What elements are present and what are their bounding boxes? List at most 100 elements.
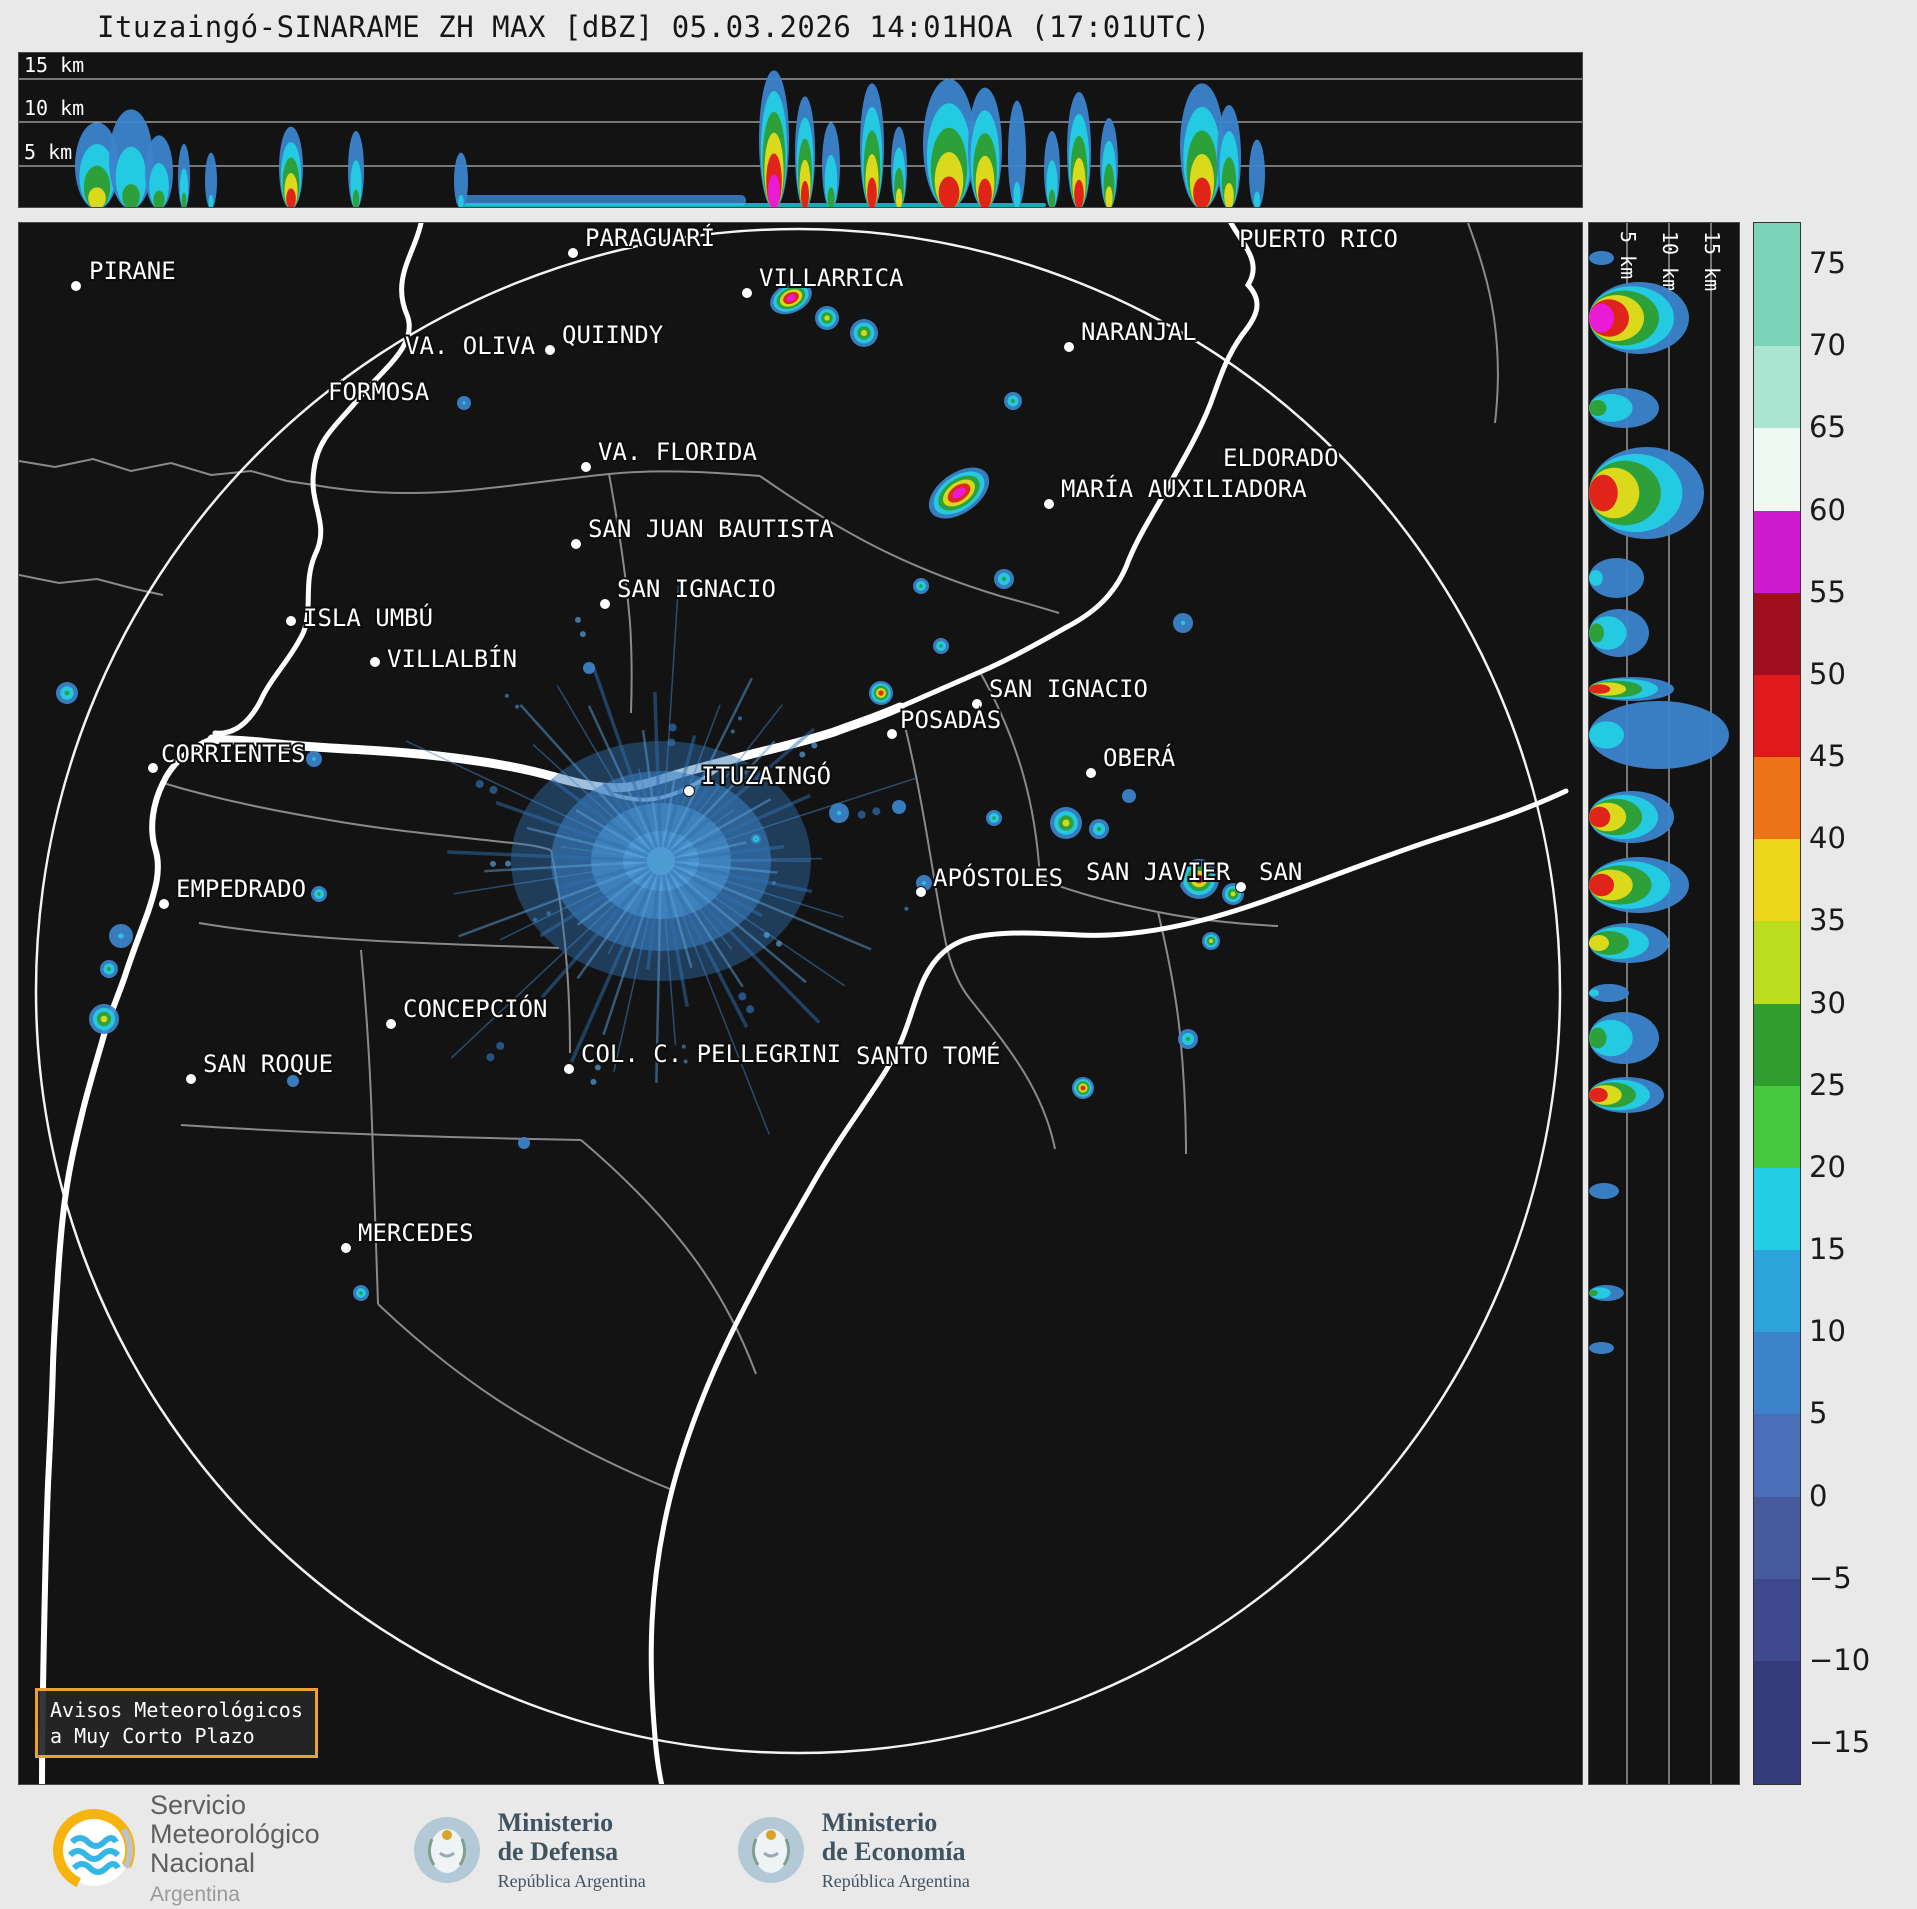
clutter-streak [674, 864, 844, 918]
river [897, 223, 1260, 710]
graphic [892, 800, 906, 814]
xs-storm-cell [348, 131, 364, 207]
city-label: APÓSTOLES [933, 862, 1063, 892]
city-dot [599, 598, 611, 610]
clutter-dot [574, 616, 581, 623]
graphic [312, 757, 316, 761]
storm-cell [1050, 807, 1082, 839]
city-dot [563, 1063, 575, 1075]
colorbar-tick-label: 70 [1809, 328, 1846, 363]
admin-border [162, 782, 552, 851]
graphic [100, 1015, 108, 1023]
city-label: CORRIENTES [161, 740, 306, 768]
city-label: EMPEDRADO [176, 875, 306, 903]
graphic [1253, 191, 1261, 207]
graphic [827, 187, 835, 207]
colorbar-segment [1754, 1167, 1800, 1251]
colorbar-segment [1754, 1085, 1800, 1169]
colorbar-segment [1754, 921, 1800, 1005]
clutter-streak [540, 870, 654, 999]
xs-storm-cell [279, 126, 303, 207]
smn-logo [53, 1808, 135, 1891]
city-label: NARANJAL [1081, 318, 1197, 346]
city-label: ITUZAINGÓ [701, 760, 831, 790]
colorbar-tick-label: 55 [1809, 574, 1846, 609]
clutter-streak [663, 874, 693, 969]
advisory-box: Avisos Meteorológicos a Muy Corto Plazo [35, 1688, 318, 1758]
economia-title2: de Economía [821, 1836, 966, 1866]
clutter-streak [484, 860, 648, 873]
city-label: PUERTO RICO [1239, 225, 1398, 253]
city-label: SAN JAVIER [1086, 858, 1231, 886]
colorbar-tick-label: −5 [1809, 1560, 1852, 1595]
storm-cell [869, 681, 893, 705]
colorbar-segment [1754, 1003, 1800, 1087]
graphic [287, 1075, 299, 1087]
admin-border [1467, 223, 1499, 424]
altitude-label: 15 km [24, 53, 84, 77]
city-label: MARÍA AUXILIADORA [1061, 474, 1307, 503]
graphic [895, 188, 903, 207]
graphic [1589, 806, 1611, 828]
storm-cell [928, 467, 990, 519]
storm-cell [770, 281, 812, 315]
graphic [939, 644, 943, 648]
clutter-dot [668, 723, 677, 732]
defensa-title2: de Defensa [497, 1836, 619, 1866]
colorbar-segment [1754, 223, 1800, 265]
admin-border [580, 1139, 757, 1375]
graphic [1096, 826, 1102, 832]
colorbar-tick-label: 50 [1809, 656, 1846, 691]
advisory-line2: a Muy Corto Plazo [50, 1724, 255, 1748]
colorbar-tick-label: 25 [1809, 1067, 1846, 1102]
xs-storm-cell [1589, 251, 1614, 265]
admin-border [19, 574, 164, 596]
xs-storm-cell [1589, 677, 1674, 701]
clutter-dot [486, 1053, 495, 1062]
smn-line3: Nacional [150, 1847, 256, 1878]
graphic [1589, 623, 1604, 643]
clutter-dot [872, 807, 881, 816]
colorbar-tick-label: 40 [1809, 821, 1846, 856]
radar-map: PIRANE PARAGUARÍ VILLARRICA QUIINDY VA. OLIV… [18, 222, 1583, 1785]
colorbar-segment [1754, 428, 1800, 512]
graphic [1589, 701, 1729, 769]
city-label: QUIINDY [562, 321, 664, 349]
storm-cell [1004, 392, 1022, 410]
graphic [1589, 1183, 1619, 1199]
clutter-dot [505, 860, 512, 867]
smn-line1: Servicio [150, 1789, 247, 1820]
graphic [1193, 177, 1211, 207]
clutter-streak [556, 685, 655, 850]
city-dot [886, 728, 898, 740]
storm-cell [109, 924, 133, 948]
clutter-streak [641, 730, 661, 848]
graphic [801, 180, 809, 207]
colorbar-segment [1754, 839, 1800, 922]
graphic [352, 189, 360, 207]
graphic [952, 487, 966, 499]
colorbar-tick-label: 65 [1809, 410, 1846, 445]
smn-line2: Meteorológico [150, 1818, 320, 1849]
city-label: FORMOSA [328, 378, 430, 406]
graphic [1249, 139, 1265, 207]
xs-storm-cell [1044, 131, 1060, 207]
clutter-streak [526, 826, 648, 859]
clutter-dot [475, 780, 484, 789]
admin-border [19, 457, 315, 486]
clutter-dot [489, 785, 498, 794]
xs-storm-cell [454, 152, 468, 207]
xs-storm-cell [1589, 1342, 1614, 1354]
colorbar-tick-label: −15 [1809, 1725, 1871, 1759]
city-label: MERCEDES [358, 1219, 474, 1247]
xs-storm-cell [1589, 388, 1659, 428]
river [207, 702, 905, 793]
vertical-cross-section-top: 15 km 10 km 5 km [18, 52, 1583, 208]
clutter-streak [665, 872, 749, 1028]
xs-storm-cell [1589, 282, 1689, 354]
city-label: VILLALBÍN [387, 644, 517, 673]
clutter-streak [607, 872, 655, 955]
graphic [754, 837, 758, 841]
graphic [1589, 474, 1618, 512]
xs-storm-cell [822, 122, 840, 207]
